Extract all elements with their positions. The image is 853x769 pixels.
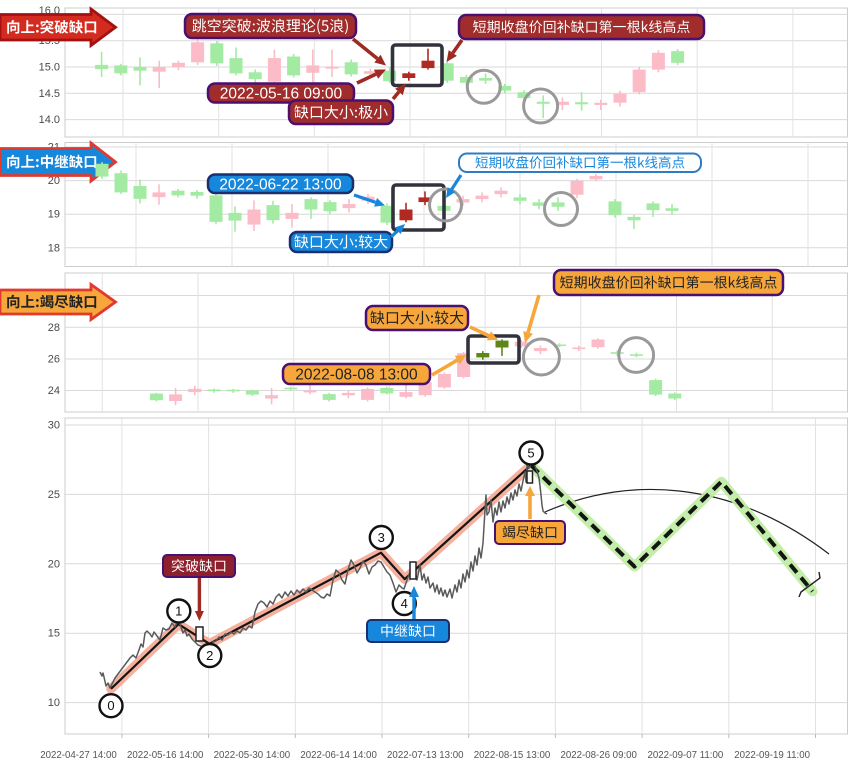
- svg-text:15: 15: [48, 628, 60, 640]
- svg-text:26: 26: [48, 354, 60, 366]
- svg-text:30: 30: [48, 420, 60, 432]
- svg-text:2022-05-16 14:00: 2022-05-16 14:00: [127, 750, 204, 761]
- svg-text:2022-09-07 11:00: 2022-09-07 11:00: [648, 750, 724, 761]
- svg-text:19: 19: [48, 209, 60, 221]
- svg-text:2022-07-13 13:00: 2022-07-13 13:00: [387, 750, 464, 761]
- svg-text:2022-08-15 13:00: 2022-08-15 13:00: [474, 750, 551, 761]
- svg-text:18: 18: [48, 242, 60, 254]
- svg-text:2022-09-19 11:00: 2022-09-19 11:00: [734, 750, 810, 761]
- svg-text:2022-06-22 13:00: 2022-06-22 13:00: [219, 176, 342, 193]
- svg-text:2022-05-30 14:00: 2022-05-30 14:00: [214, 750, 291, 761]
- svg-text:20: 20: [48, 175, 60, 187]
- svg-text:24: 24: [48, 385, 60, 397]
- svg-text:5: 5: [527, 446, 534, 461]
- svg-text:2022-04-27 14:00: 2022-04-27 14:00: [40, 750, 117, 761]
- svg-text:0: 0: [107, 698, 114, 713]
- svg-text:10: 10: [48, 697, 60, 709]
- svg-text:28: 28: [48, 322, 60, 334]
- svg-text:3: 3: [378, 530, 385, 545]
- svg-text:15.0: 15.0: [39, 62, 60, 74]
- svg-text:2022-08-26 09:00: 2022-08-26 09:00: [560, 750, 637, 761]
- svg-text:2022-05-16 09:00: 2022-05-16 09:00: [220, 86, 343, 103]
- svg-text:20: 20: [48, 558, 60, 570]
- svg-text:2022-06-14 14:00: 2022-06-14 14:00: [300, 750, 377, 761]
- svg-text:2: 2: [206, 648, 213, 663]
- svg-text:14.5: 14.5: [39, 88, 60, 100]
- svg-text:4: 4: [401, 596, 408, 611]
- svg-text:1: 1: [175, 604, 182, 619]
- svg-text:25: 25: [48, 489, 60, 501]
- svg-text:2022-08-08 13:00: 2022-08-08 13:00: [295, 367, 418, 384]
- svg-text:14.0: 14.0: [39, 114, 60, 126]
